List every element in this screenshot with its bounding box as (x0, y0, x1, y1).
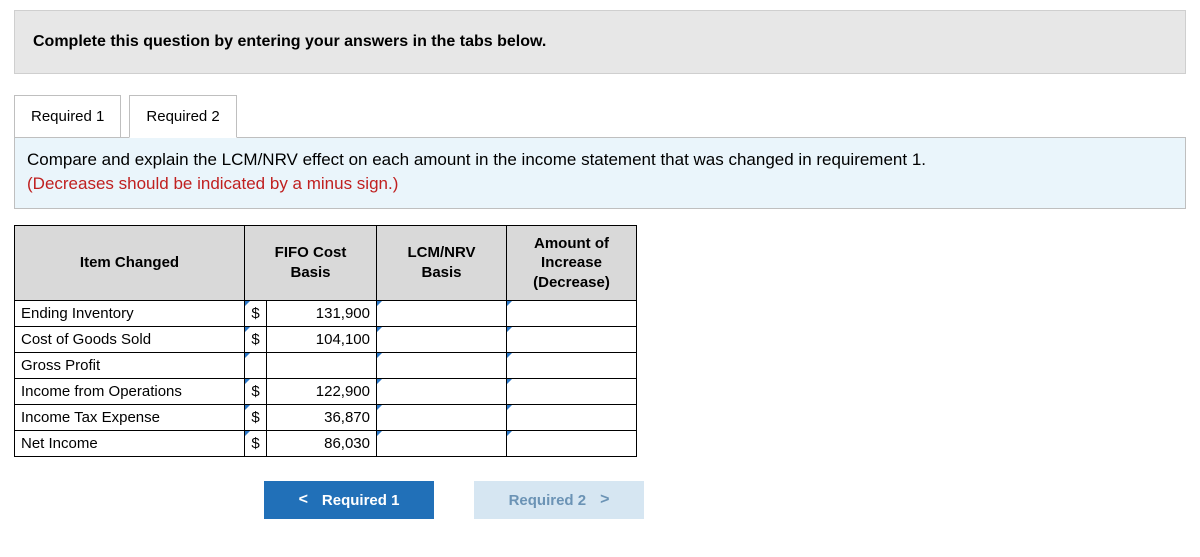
header-amount: Amount of Increase (Decrease) (507, 225, 637, 301)
currency-cell[interactable]: $ (245, 431, 267, 457)
prompt-line-2: (Decreases should be indicated by a minu… (27, 174, 398, 193)
header-lcm: LCM/NRV Basis (377, 225, 507, 301)
amount-value-cell[interactable] (507, 353, 637, 379)
table-row: Gross Profit (15, 353, 637, 379)
prompt-line-1: Compare and explain the LCM/NRV effect o… (27, 150, 926, 169)
row-label: Ending Inventory (15, 301, 245, 327)
row-label: Cost of Goods Sold (15, 327, 245, 353)
table-row: Income from Operations $ 122,900 (15, 379, 637, 405)
chevron-left-icon: < (299, 491, 308, 509)
amount-value-cell[interactable] (507, 301, 637, 327)
instruction-banner: Complete this question by entering your … (14, 10, 1186, 74)
table-row: Income Tax Expense $ 36,870 (15, 405, 637, 431)
header-fifo: FIFO Cost Basis (245, 225, 377, 301)
question-prompt: Compare and explain the LCM/NRV effect o… (14, 137, 1186, 209)
amount-value-cell[interactable] (507, 327, 637, 353)
fifo-value-cell[interactable]: 86,030 (267, 431, 377, 457)
lcm-value-cell[interactable] (377, 405, 507, 431)
chevron-right-icon: > (600, 491, 609, 509)
table-body: Ending Inventory $ 131,900 Cost of Goods… (15, 301, 637, 457)
tab-bar: Required 1 Required 2 (14, 94, 1186, 137)
currency-cell[interactable] (245, 353, 267, 379)
lcm-value-cell[interactable] (377, 301, 507, 327)
answer-table: Item Changed FIFO Cost Basis LCM/NRV Bas… (14, 225, 637, 458)
next-step-label: Required 2 (509, 492, 587, 509)
lcm-value-cell[interactable] (377, 327, 507, 353)
currency-cell[interactable]: $ (245, 379, 267, 405)
amount-value-cell[interactable] (507, 431, 637, 457)
lcm-value-cell[interactable] (377, 379, 507, 405)
tab-required-2[interactable]: Required 2 (129, 95, 236, 138)
next-step-button[interactable]: Required 2 > (474, 481, 644, 519)
table-row: Ending Inventory $ 131,900 (15, 301, 637, 327)
tab-required-1[interactable]: Required 1 (14, 95, 121, 138)
row-label: Income from Operations (15, 379, 245, 405)
currency-cell[interactable]: $ (245, 327, 267, 353)
tab-label: Required 2 (146, 108, 219, 125)
banner-text: Complete this question by entering your … (33, 33, 546, 50)
fifo-value-cell[interactable] (267, 353, 377, 379)
fifo-value-cell[interactable]: 104,100 (267, 327, 377, 353)
row-label: Net Income (15, 431, 245, 457)
currency-cell[interactable]: $ (245, 405, 267, 431)
row-label: Gross Profit (15, 353, 245, 379)
lcm-value-cell[interactable] (377, 353, 507, 379)
step-nav: < Required 1 Required 2 > (134, 481, 774, 519)
lcm-value-cell[interactable] (377, 431, 507, 457)
fifo-value-cell[interactable]: 36,870 (267, 405, 377, 431)
amount-value-cell[interactable] (507, 379, 637, 405)
prev-step-button[interactable]: < Required 1 (264, 481, 434, 519)
row-label: Income Tax Expense (15, 405, 245, 431)
fifo-value-cell[interactable]: 122,900 (267, 379, 377, 405)
amount-value-cell[interactable] (507, 405, 637, 431)
table-row: Cost of Goods Sold $ 104,100 (15, 327, 637, 353)
currency-cell[interactable]: $ (245, 301, 267, 327)
header-item-changed: Item Changed (15, 225, 245, 301)
table-row: Net Income $ 86,030 (15, 431, 637, 457)
tab-label: Required 1 (31, 108, 104, 125)
fifo-value-cell[interactable]: 131,900 (267, 301, 377, 327)
prev-step-label: Required 1 (322, 492, 400, 509)
